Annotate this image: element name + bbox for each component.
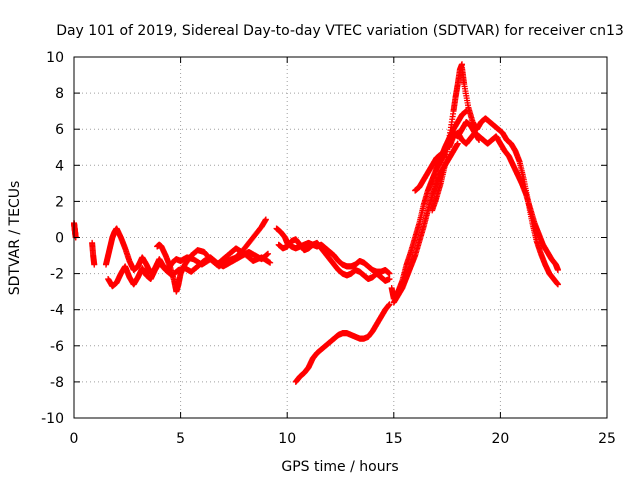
x-tick-label: 20 (491, 431, 509, 447)
y-tick-label: -4 (50, 303, 64, 319)
series-arc-peak-c (433, 118, 483, 172)
data-point (91, 261, 98, 268)
data-point (386, 301, 393, 308)
grid (74, 57, 607, 418)
series-arc-10h-b (275, 236, 393, 284)
data-point (262, 216, 269, 223)
y-tick-label: -2 (50, 267, 64, 283)
y-tick-label: 10 (46, 50, 64, 66)
data-points (71, 61, 561, 385)
data-point (386, 276, 393, 283)
data-point (476, 137, 483, 144)
y-tick-label: 0 (55, 231, 64, 247)
x-tick-label: 15 (385, 431, 403, 447)
x-tick-label: 5 (176, 431, 185, 447)
x-tick-label: 10 (278, 431, 296, 447)
data-point (554, 281, 561, 288)
y-tick-label: -6 (50, 339, 64, 355)
x-tick-label: 0 (70, 431, 79, 447)
data-point (267, 259, 274, 266)
series-arc-negative (292, 301, 393, 385)
data-point (386, 270, 393, 277)
series-arc-1h (89, 239, 98, 268)
chart-title: Day 101 of 2019, Sidereal Day-to-day VTE… (56, 23, 624, 39)
x-axis-label: GPS time / hours (281, 459, 398, 475)
series-arc-rise-b (390, 140, 461, 306)
y-axis-label: SDTVAR / TECUs (7, 181, 23, 296)
data-point (265, 250, 272, 257)
data-point (554, 266, 561, 273)
ticks (73, 56, 608, 419)
y-tick-label: 4 (55, 158, 64, 174)
y-tick-label: 6 (55, 122, 64, 138)
plot-frame (73, 56, 608, 419)
series-arc-10h (273, 225, 393, 277)
tick-labels: 0 5 10 15 20 25 -10 -8 -6 -4 -2 0 2 4 6 8 10 (41, 50, 616, 447)
data-point (454, 140, 461, 147)
y-tick-label: 2 (55, 194, 64, 210)
x-tick-label: 25 (598, 431, 616, 447)
series-arc-peak-b (446, 129, 561, 273)
series-arc-4h (154, 241, 274, 295)
y-tick-label: 8 (55, 86, 64, 102)
y-tick-label: -8 (50, 375, 64, 391)
y-tick-label: -10 (41, 411, 64, 427)
